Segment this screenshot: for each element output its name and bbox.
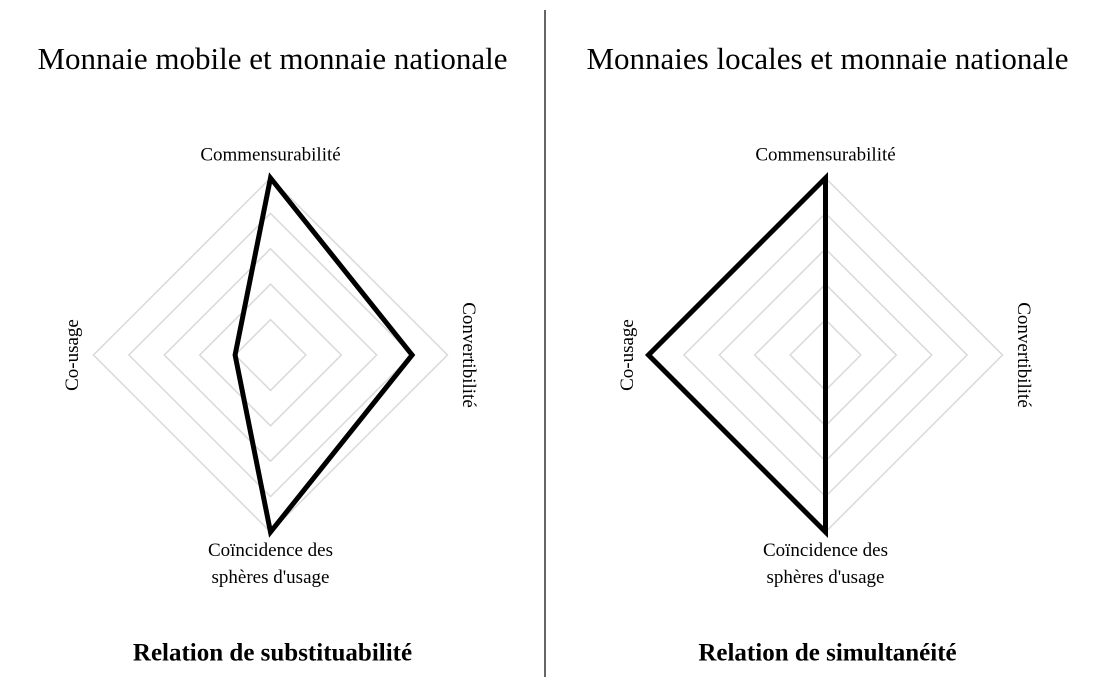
radar-outline xyxy=(232,172,416,538)
chart-title: Monnaies locales et monnaie nationale xyxy=(586,41,1068,76)
grid-ring xyxy=(92,176,449,534)
grid-ring xyxy=(234,318,307,392)
chart-caption: Relation de substituabilité xyxy=(133,640,412,667)
grid-ring xyxy=(198,283,343,427)
chart-caption: Relation de simultanéité xyxy=(698,640,956,667)
axis-label: Convertibilité xyxy=(1013,302,1034,408)
axis-label: Co-usage xyxy=(617,319,638,391)
axis-label: Commensurabilité xyxy=(200,144,340,165)
radar-outline xyxy=(644,171,828,539)
axis-label: Co-usage xyxy=(62,319,83,391)
grid-ring xyxy=(127,212,414,498)
axis-label: Coïncidence des sphères d'usage xyxy=(208,540,333,588)
chart-title: Monnaie mobile et monnaie nationale xyxy=(37,41,507,76)
axis-label: Coïncidence des sphères d'usage xyxy=(763,540,888,588)
axis-label: Commensurabilité xyxy=(755,144,895,165)
grid-ring xyxy=(163,247,378,463)
axis-label: Convertibilité xyxy=(458,302,479,408)
